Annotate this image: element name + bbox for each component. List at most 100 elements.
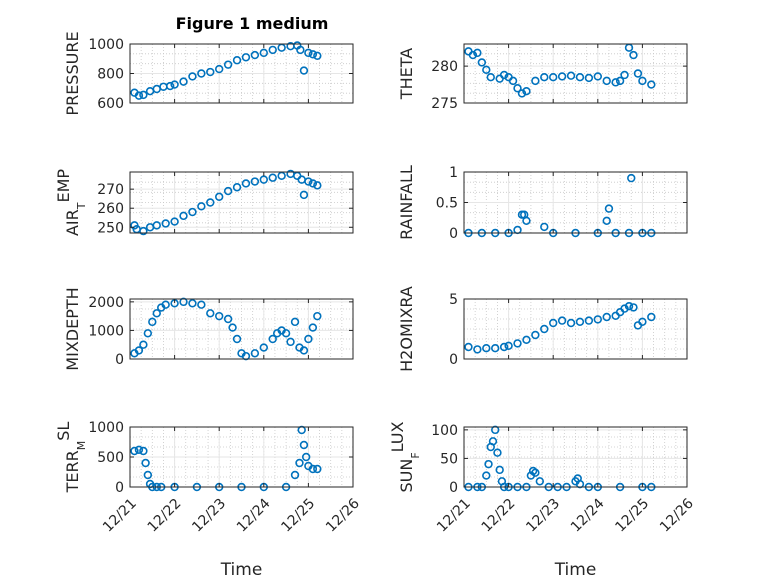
y-axis-label: AIRTEMP: [54, 169, 88, 236]
y-axis-label: RAINFALL: [397, 165, 416, 240]
y-axis-label: THETA: [397, 48, 416, 100]
data-point: [548, 72, 558, 82]
data-point: [143, 470, 153, 480]
data-point: [308, 50, 318, 59]
panel-pressure: 600 800 1000 PRESSURE: [63, 31, 354, 116]
data-point: [170, 80, 179, 89]
y-tick-label: 0: [115, 352, 124, 368]
data-point: [540, 72, 549, 82]
data-point: [134, 445, 144, 454]
y-tick-label: 0: [115, 480, 124, 496]
y-axis-label: PRESSURE: [63, 31, 82, 115]
data-point: [141, 458, 150, 468]
data-point: [491, 425, 500, 435]
data-point: [143, 329, 153, 338]
data-point: [566, 318, 576, 328]
data-point: [629, 50, 638, 60]
data-point: [531, 468, 540, 477]
data-point: [508, 76, 518, 86]
data-point: [602, 312, 611, 322]
data-point: [299, 346, 309, 355]
data-point: [152, 221, 161, 230]
data-point: [268, 334, 277, 344]
x-tick-label: 12/22: [479, 496, 519, 536]
data-point: [611, 78, 620, 87]
y-axis-label: TERRMSL: [54, 422, 88, 494]
data-point: [493, 448, 502, 457]
data-point: [495, 465, 504, 475]
data-point: [259, 343, 268, 352]
data-point: [308, 464, 318, 474]
data-point: [241, 351, 251, 361]
data-point: [299, 440, 309, 450]
data-point: [488, 437, 498, 446]
y-tick-label: 800: [97, 67, 124, 83]
data-point: [188, 207, 197, 217]
data-point: [513, 84, 522, 93]
data-point: [304, 334, 313, 344]
y-axis-label: SUNFLUX: [388, 421, 422, 492]
y-tick-label: 0: [449, 226, 458, 242]
panel-h2omixra: 0 5 H2OMIXRA: [397, 286, 688, 372]
y-tick-label: 280: [431, 59, 458, 75]
y-axis-label: MIXDEPTH: [63, 287, 82, 370]
data-point: [473, 48, 482, 58]
y-tick-label: 0.5: [436, 196, 458, 212]
data-point: [250, 50, 260, 60]
data-point: [197, 69, 206, 78]
data-point: [477, 58, 487, 67]
data-point: [504, 341, 513, 350]
data-point: [499, 342, 509, 352]
data-point: [268, 173, 277, 182]
data-point: [228, 323, 237, 332]
data-point: [241, 53, 251, 62]
y-tick-label: 50: [440, 451, 458, 467]
data-point: [522, 335, 531, 344]
x-axis-label: Time: [220, 560, 263, 580]
data-point: [152, 309, 161, 318]
y-tick-label: 1000: [88, 323, 124, 339]
data-point: [486, 72, 495, 82]
axes-frame: [129, 298, 354, 360]
data-point: [313, 181, 322, 190]
axes-frame: [129, 171, 354, 234]
data-point: [179, 211, 188, 221]
data-point: [250, 177, 260, 186]
data-point: [313, 311, 322, 321]
figure-title: Figure 1 medium: [176, 14, 329, 33]
x-tick-label: 12/23: [189, 496, 229, 536]
y-tick-label: 5: [449, 292, 458, 308]
data-point: [268, 45, 277, 55]
x-tick-label: 12/25: [278, 496, 318, 536]
data-point: [308, 323, 318, 332]
x-tick-label: 12/22: [145, 496, 185, 536]
data-point: [161, 300, 170, 309]
y-tick-label: 0: [449, 480, 458, 496]
data-point: [241, 179, 251, 188]
x-tick-label: 12/23: [523, 496, 563, 536]
x-tick-label: 12/24: [234, 496, 274, 536]
data-point: [165, 81, 175, 91]
data-point: [139, 90, 148, 100]
data-point: [301, 452, 311, 462]
data-point: [179, 297, 188, 307]
data-point: [522, 86, 531, 96]
data-point: [215, 192, 224, 201]
data-point: [290, 470, 300, 480]
data-point: [130, 446, 139, 456]
data-point: [584, 316, 594, 325]
y-tick-label: 270: [97, 182, 124, 198]
data-point: [566, 71, 576, 80]
data-point: [535, 477, 545, 486]
x-tick-label: 12/24: [568, 496, 608, 536]
data-point: [464, 342, 473, 352]
data-point: [513, 339, 522, 348]
data-point: [206, 198, 215, 207]
data-point: [197, 202, 206, 211]
y-tick-label: 250: [97, 220, 124, 236]
data-point: [139, 226, 148, 236]
data-point: [134, 346, 144, 355]
data-point: [296, 45, 305, 55]
